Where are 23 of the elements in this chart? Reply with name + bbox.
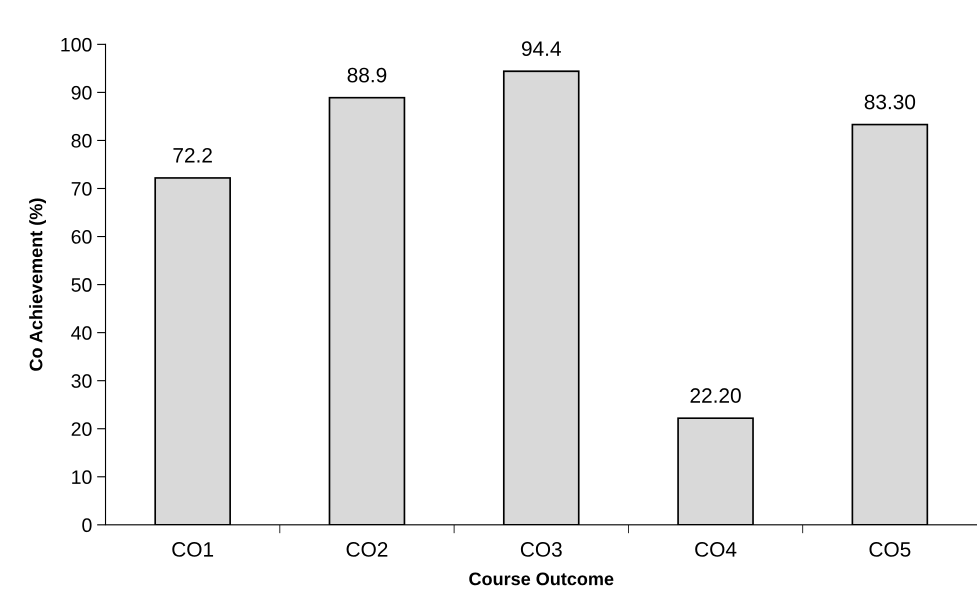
x-tick-label: CO3 [520, 542, 562, 557]
data-label: 94.4 [522, 41, 561, 56]
y-tick-label: 100 [61, 38, 92, 52]
data-label: 83.30 [864, 94, 916, 110]
x-axis-title: Course Outcome [469, 572, 614, 586]
data-label: 88.9 [348, 68, 386, 82]
x-tick-label: CO5 [869, 542, 910, 557]
y-tick-label: 20 [72, 422, 92, 436]
y-tick-label: 80 [72, 134, 92, 148]
y-tick-label: 40 [71, 326, 92, 340]
y-tick-label: 10 [72, 470, 92, 484]
y-axis-title: Co Achievement (%) [29, 198, 46, 371]
y-tick-label: 90 [72, 86, 92, 100]
y-tick-label: 0 [82, 518, 92, 532]
data-label: 72.2 [173, 148, 212, 162]
x-tick-label: CO4 [695, 542, 736, 557]
x-tick-label: CO1 [172, 542, 214, 557]
data-label: 22.20 [690, 388, 741, 403]
y-tick-label: 50 [71, 278, 92, 292]
y-tick-label: 70 [72, 182, 92, 196]
y-tick-label: 60 [72, 230, 92, 244]
y-tick-label: 30 [71, 374, 92, 388]
x-tick-label: CO2 [346, 542, 388, 557]
